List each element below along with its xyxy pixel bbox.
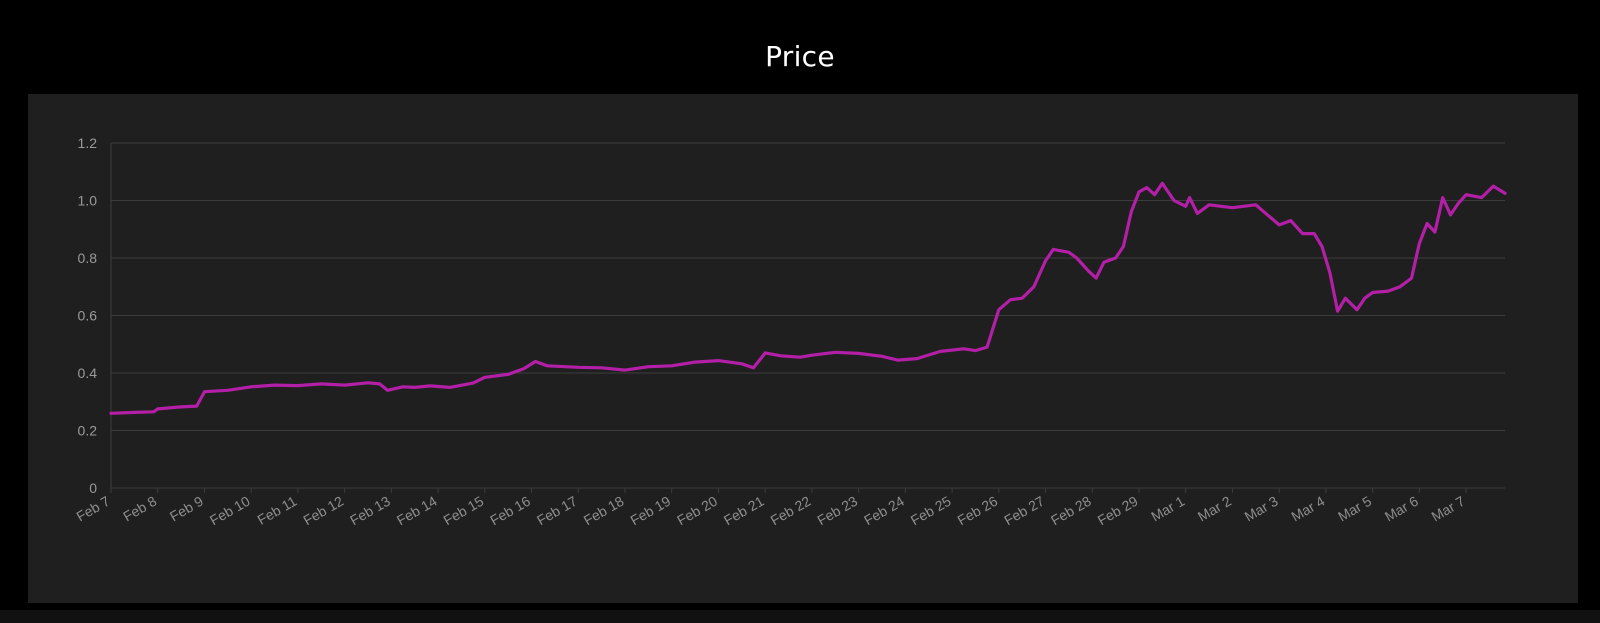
x-tick-label: Mar 4 [1288,493,1327,525]
grid-lines [111,142,1505,489]
x-tick-label: Feb 9 [167,493,206,525]
x-tick-label: Mar 1 [1148,493,1187,525]
x-tick-label: Feb 26 [955,493,1001,529]
x-tick-label: Feb 7 [73,493,112,525]
y-axis: 0 0.2 0.4 0.6 0.8 1.0 1.2 [78,135,112,496]
x-tick-label: Feb 21 [721,493,767,529]
x-tick-label: Feb 23 [814,493,860,529]
x-tick-label: Mar 3 [1242,493,1281,525]
x-tick-label: Feb 15 [441,493,487,529]
x-tick-label: Feb 22 [768,493,814,529]
x-tick-label: Mar 2 [1195,493,1234,525]
series-group [109,181,1507,415]
x-tick-label: Feb 13 [347,493,393,529]
x-tick-label: Feb 27 [1001,493,1047,529]
y-tick-label: 1.2 [78,135,98,151]
y-tick-label: 0.8 [78,250,98,266]
x-tick-label: Feb 16 [487,493,533,529]
x-axis: Feb 7 Feb 8 Feb 9 Feb 10 Feb 11 Feb 12 Feb 13 F… [73,488,1468,529]
y-tick-label: 0.2 [78,423,98,439]
series-line [109,181,1507,415]
x-tick-label: Feb 11 [255,493,300,528]
x-tick-label: Feb 10 [207,493,253,529]
x-tick-label: Mar 7 [1429,493,1468,525]
x-tick-label: Feb 12 [300,493,346,529]
bottom-strip [0,610,1600,623]
x-tick-label: Feb 29 [1095,493,1141,529]
price-line-chart: 00.20.40.60.81.01.2 Feb 7 Feb 8 Feb 9 Feb 1… [73,135,1507,529]
y-tick-label: 0.4 [78,365,98,381]
y-tick-label: 0.6 [78,308,98,324]
x-tick-label: Feb 19 [627,493,673,529]
x-tick-label: Feb 24 [861,493,907,529]
x-tick-label: Feb 28 [1048,493,1094,529]
x-tick-label: Feb 14 [394,493,440,529]
chart-title: Price [765,40,835,73]
x-tick-label: Mar 6 [1382,493,1421,525]
chart-panel: 0 0.2 0.4 0.6 0.8 1.0 1.2 Feb 7 Feb 8 Feb 9 Feb 1… [28,94,1578,603]
y-tick-label: 0 [89,480,97,496]
x-tick-label: Feb 8 [120,493,159,525]
x-tick-label: Mar 5 [1335,493,1374,525]
y-tick-label: 1.0 [78,193,98,209]
x-tick-label: Feb 18 [581,493,627,529]
x-tick-label: Feb 20 [674,493,720,529]
x-tick-label: Feb 25 [908,493,954,529]
x-tick-label: Feb 17 [534,493,580,529]
